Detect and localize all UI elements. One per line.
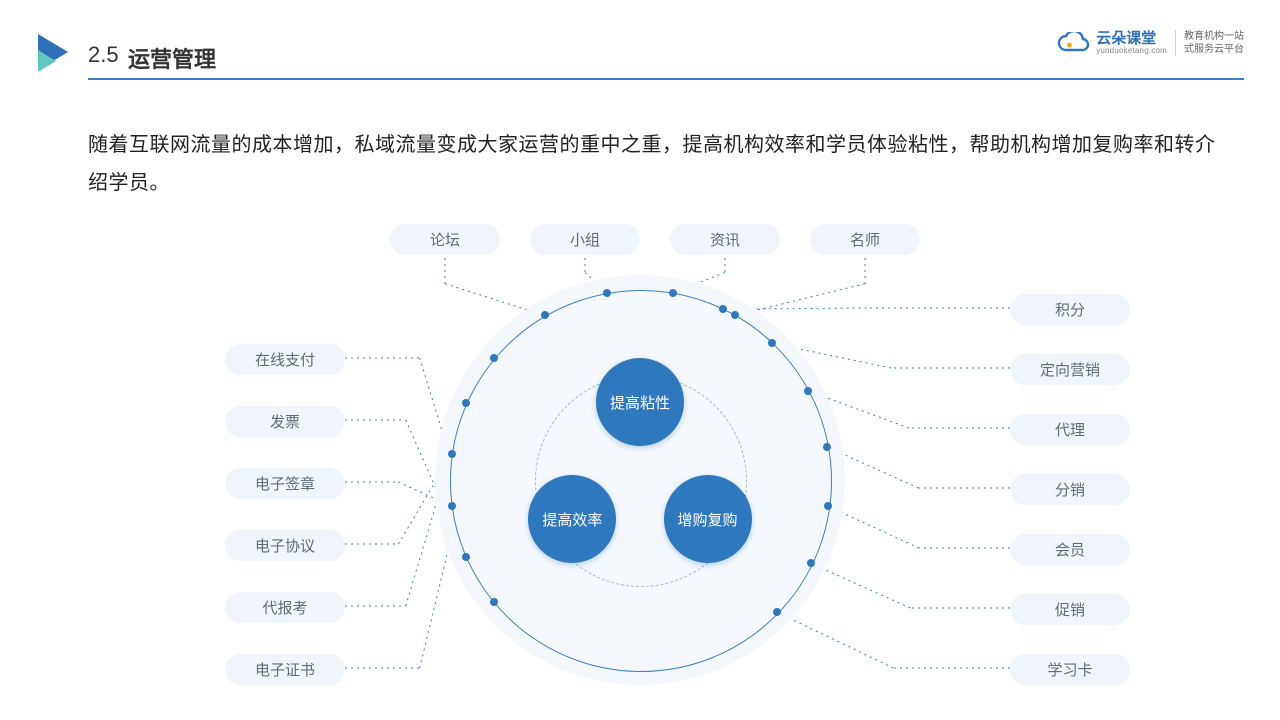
pill-right: 代理 — [1010, 414, 1130, 445]
ring-dot — [773, 608, 781, 616]
section-number: 2.5 — [88, 42, 119, 68]
pill-top: 名师 — [810, 224, 920, 255]
header-rule — [88, 78, 1244, 80]
logo-text: 云朵课堂 — [1096, 31, 1167, 46]
hub-node: 提高效率 — [528, 475, 616, 563]
pill-top: 论坛 — [390, 224, 500, 255]
ring-dot — [804, 387, 812, 395]
hub-node: 提高粘性 — [596, 358, 684, 446]
ring-dot — [669, 289, 677, 297]
pill-right: 学习卡 — [1010, 654, 1130, 685]
logo-tagline: 教育机构一站 式服务云平台 — [1175, 30, 1244, 56]
ring-dot — [603, 289, 611, 297]
pill-right: 积分 — [1010, 294, 1130, 325]
pill-right: 促销 — [1010, 594, 1130, 625]
logo-tag-line2: 式服务云平台 — [1184, 43, 1244, 56]
logo-tag-line1: 教育机构一站 — [1184, 30, 1244, 43]
pill-left: 代报考 — [225, 592, 345, 623]
hub-node: 增购复购 — [664, 475, 752, 563]
play-icon — [38, 34, 68, 70]
pill-right: 会员 — [1010, 534, 1130, 565]
pill-left: 发票 — [225, 406, 345, 437]
pill-left: 电子证书 — [225, 654, 345, 685]
logo: 云朵课堂 yunduoketang.com 教育机构一站 式服务云平台 — [1056, 30, 1244, 56]
cloud-icon — [1056, 32, 1090, 54]
pill-left: 在线支付 — [225, 344, 345, 375]
section-title: 运营管理 — [128, 42, 216, 74]
pill-top: 小组 — [530, 224, 640, 255]
ring-dot — [448, 450, 456, 458]
pill-left: 电子协议 — [225, 530, 345, 561]
pill-top: 资讯 — [670, 224, 780, 255]
description-text: 随着互联网流量的成本增加，私域流量变成大家运营的重中之重，提高机构效率和学员体验… — [88, 126, 1220, 202]
pill-left: 电子签章 — [225, 468, 345, 499]
pill-right: 分销 — [1010, 474, 1130, 505]
logo-subtext: yunduoketang.com — [1096, 46, 1167, 55]
pill-right: 定向营销 — [1010, 354, 1130, 385]
